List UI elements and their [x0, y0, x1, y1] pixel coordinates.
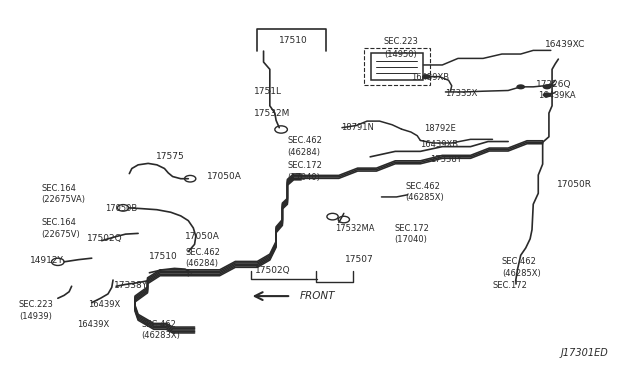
Text: SEC.462: SEC.462 [185, 248, 220, 257]
Text: 17510: 17510 [149, 252, 178, 261]
Text: 17532M: 17532M [254, 109, 291, 118]
Text: SEC.223: SEC.223 [19, 300, 54, 309]
Text: SEC.462: SEC.462 [287, 136, 323, 145]
Text: 17502Q: 17502Q [255, 266, 290, 275]
Text: 17575: 17575 [156, 152, 184, 161]
Text: 17050A: 17050A [207, 172, 242, 182]
Text: SEC.164: SEC.164 [42, 184, 76, 193]
Text: J17301ED: J17301ED [561, 348, 609, 358]
Text: 16439XB: 16439XB [411, 73, 449, 82]
Text: (46284): (46284) [287, 148, 321, 157]
Text: 18791N: 18791N [341, 123, 374, 132]
Text: SEC.462: SEC.462 [502, 257, 537, 266]
Text: (46283X): (46283X) [141, 331, 180, 340]
Text: 17510: 17510 [279, 36, 308, 45]
Text: 16439XC: 16439XC [545, 41, 585, 49]
Circle shape [422, 74, 431, 79]
Text: 18792E: 18792E [424, 124, 456, 133]
Text: (14939): (14939) [19, 312, 52, 321]
Circle shape [516, 84, 525, 89]
Bar [364, 48, 430, 85]
Text: SEC.462: SEC.462 [141, 320, 176, 329]
Text: (17040): (17040) [394, 235, 427, 244]
Text: 17502Q: 17502Q [86, 234, 122, 243]
Text: 16439X: 16439X [77, 320, 109, 329]
Circle shape [543, 84, 552, 89]
Text: (22675V): (22675V) [42, 230, 80, 238]
Text: 17050R: 17050R [557, 180, 592, 189]
Text: SEC.172: SEC.172 [394, 224, 429, 233]
Text: 17050A: 17050A [185, 232, 220, 241]
Text: (22675VA): (22675VA) [42, 195, 86, 204]
Text: 1751L: 1751L [254, 87, 282, 96]
Text: SEC.223: SEC.223 [384, 38, 419, 46]
Text: (46285X): (46285X) [405, 193, 444, 202]
Text: FRONT: FRONT [300, 291, 335, 301]
Text: 17226Q: 17226Q [536, 80, 572, 89]
Text: (14950): (14950) [384, 50, 417, 59]
Bar [371, 52, 423, 80]
Text: 14912Y: 14912Y [30, 256, 64, 265]
Text: 17338Y: 17338Y [430, 155, 462, 164]
Text: (46285X): (46285X) [502, 269, 541, 278]
Text: 16439KA: 16439KA [538, 91, 576, 100]
Text: 17532MA: 17532MA [335, 224, 374, 233]
Text: (17040): (17040) [287, 173, 320, 183]
Text: 17335X: 17335X [445, 89, 478, 98]
Text: SEC.172: SEC.172 [287, 161, 323, 170]
Text: 17507: 17507 [345, 255, 374, 264]
Text: SEC.164: SEC.164 [42, 218, 76, 227]
Text: 16439X: 16439X [88, 300, 120, 309]
Text: 17338Y: 17338Y [115, 281, 148, 291]
Text: SEC.172: SEC.172 [493, 280, 527, 290]
Text: 17050B: 17050B [106, 204, 138, 213]
Text: 16439XB: 16439XB [420, 140, 458, 148]
Text: SEC.462: SEC.462 [405, 182, 440, 191]
Text: (46284): (46284) [185, 259, 218, 268]
Circle shape [543, 92, 552, 97]
